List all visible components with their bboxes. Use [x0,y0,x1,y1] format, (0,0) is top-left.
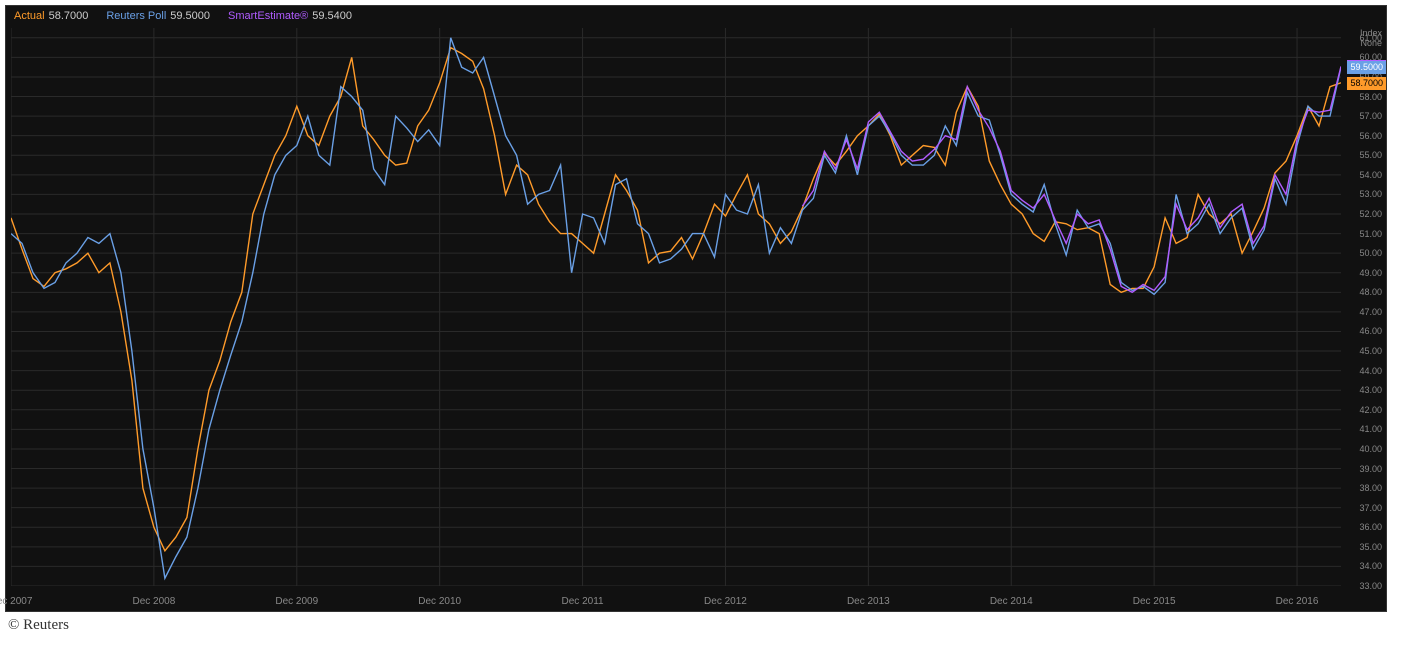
y-tick-label: 61.00 [1359,33,1382,43]
x-tick-label: Dec 2010 [418,596,461,607]
legend-item-actual[interactable]: Actual 58.7000 [14,10,88,22]
x-tick-label: Dec 2007 [0,596,32,607]
y-tick-label: 45.00 [1359,346,1382,356]
plot-area[interactable] [11,28,1341,586]
legend: Actual 58.7000 Reuters Poll 59.5000 Smar… [14,10,352,22]
legend-name: Actual [14,10,45,22]
y-tick-label: 38.00 [1359,483,1382,493]
legend-name: SmartEstimate® [228,10,308,22]
y-tick-label: 37.00 [1359,503,1382,513]
y-tick-label: 53.00 [1359,189,1382,199]
y-tick-label: 56.00 [1359,131,1382,141]
x-tick-label: Dec 2011 [562,596,604,607]
y-tick-label: 49.00 [1359,268,1382,278]
x-tick-label: Dec 2008 [132,596,175,607]
legend-name: Reuters Poll [106,10,166,22]
y-tick-label: 43.00 [1359,385,1382,395]
legend-value: 59.5000 [170,10,210,22]
legend-value: 59.5400 [312,10,352,22]
y-tick-label: 34.00 [1359,561,1382,571]
x-tick-label: Dec 2013 [847,596,890,607]
x-tick-label: Dec 2009 [275,596,318,607]
y-tick-label: 44.00 [1359,366,1382,376]
attribution: © Reuters [8,617,1406,634]
y-tick-label: 57.00 [1359,111,1382,121]
series-reuters poll[interactable] [11,38,1341,578]
y-tick-label: 35.00 [1359,542,1382,552]
y-tick-label: 40.00 [1359,444,1382,454]
y-tick-label: 33.00 [1359,581,1382,591]
series-actual[interactable] [11,48,1341,551]
y-tick-label: 54.00 [1359,170,1382,180]
x-axis: Dec 2007Dec 2008Dec 2009Dec 2010Dec 2011… [11,589,1341,607]
y-tick-label: 51.00 [1359,229,1382,239]
plot-svg [11,28,1341,586]
x-tick-label: Dec 2014 [990,596,1033,607]
y-tick-label: 47.00 [1359,307,1382,317]
y-tick-label: 55.00 [1359,150,1382,160]
x-tick-label: Dec 2016 [1276,596,1319,607]
y-axis: Index None 33.0034.0035.0036.0037.0038.0… [1342,28,1384,586]
legend-item-smartestimate[interactable]: SmartEstimate® 59.5400 [228,10,352,22]
y-tick-label: 50.00 [1359,248,1382,258]
y-tick-label: 42.00 [1359,405,1382,415]
chart-container: Actual 58.7000 Reuters Poll 59.5000 Smar… [5,5,1387,612]
y-tick-label: 36.00 [1359,522,1382,532]
y-tick-label: 39.00 [1359,464,1382,474]
y-tick-label: 52.00 [1359,209,1382,219]
y-tick-label: 46.00 [1359,326,1382,336]
y-tick-label: 58.00 [1359,92,1382,102]
value-tag: 58.7000 [1347,77,1386,90]
x-tick-label: Dec 2012 [704,596,747,607]
y-tick-label: 41.00 [1359,424,1382,434]
x-tick-label: Dec 2015 [1133,596,1176,607]
series-smartestimate[interactable] [802,66,1341,292]
y-tick-label: 48.00 [1359,287,1382,297]
legend-item-reuterspoll[interactable]: Reuters Poll 59.5000 [106,10,210,22]
legend-value: 58.7000 [49,10,89,22]
value-tag: 59.5000 [1347,61,1386,74]
